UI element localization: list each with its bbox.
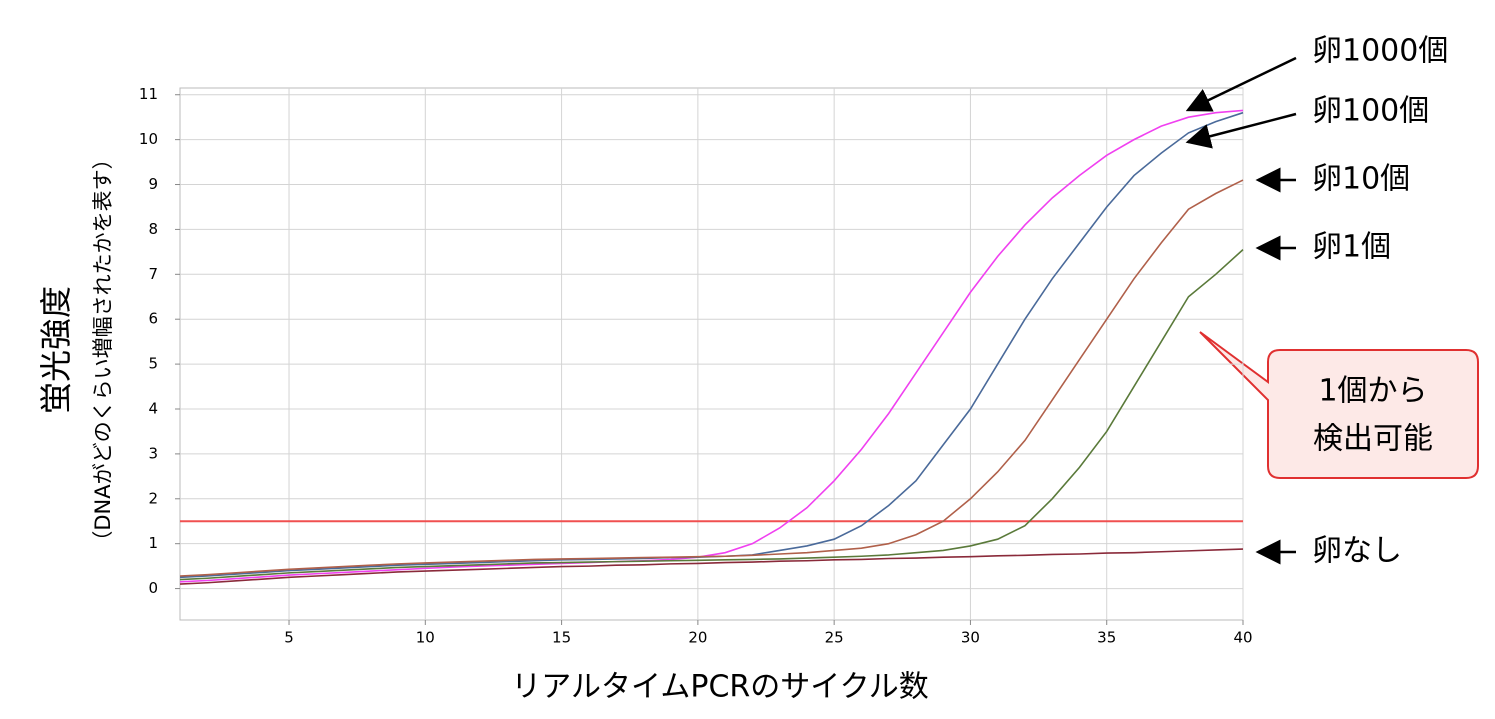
x-tick-label: 25 [825,629,844,647]
y-tick-label: 5 [148,355,158,373]
series-label: 卵1個 [1312,230,1391,265]
series-label: 卵10個 [1312,162,1410,197]
x-tick-label: 15 [552,629,571,647]
y-tick-label: 2 [148,489,158,507]
callout-text: 検出可能 [1313,422,1433,457]
x-axis-title: リアルタイムPCRのサイクル数 [511,670,928,705]
series-label: 卵なし [1312,534,1402,569]
label-arrow [1185,112,1297,149]
series-line [179,548,1244,585]
series-label: 卵1000個 [1312,34,1448,69]
y-axis-subtitle: （DNAがどのくらい増幅されたかを表す） [91,148,115,551]
y-axis-title: 蛍光強度 [37,286,75,414]
y-tick-label: 11 [139,85,158,103]
label-arrow [1185,56,1297,112]
series-line [179,109,1244,583]
y-tick-label: 9 [148,175,158,193]
y-tick-label: 3 [148,444,158,462]
callout-box [1199,331,1479,479]
y-tick-label: 7 [148,265,158,283]
series-line [179,249,1244,581]
y-tick-label: 0 [148,579,158,597]
series-label: 卵100個 [1312,94,1429,129]
x-tick-label: 10 [416,629,435,647]
x-tick-label: 20 [688,629,707,647]
y-tick-label: 10 [139,130,158,148]
y-tick-label: 8 [148,220,158,238]
series-line [179,179,1244,577]
callout-text: 1個から [1318,374,1427,409]
x-tick-label: 30 [961,629,980,647]
plot-area [179,87,1244,621]
y-tick-label: 1 [148,534,158,552]
y-tick-label: 6 [148,310,158,328]
x-tick-label: 5 [284,629,294,647]
y-tick-label: 4 [148,399,158,417]
x-tick-label: 35 [1097,629,1116,647]
x-tick-label: 40 [1233,629,1252,647]
